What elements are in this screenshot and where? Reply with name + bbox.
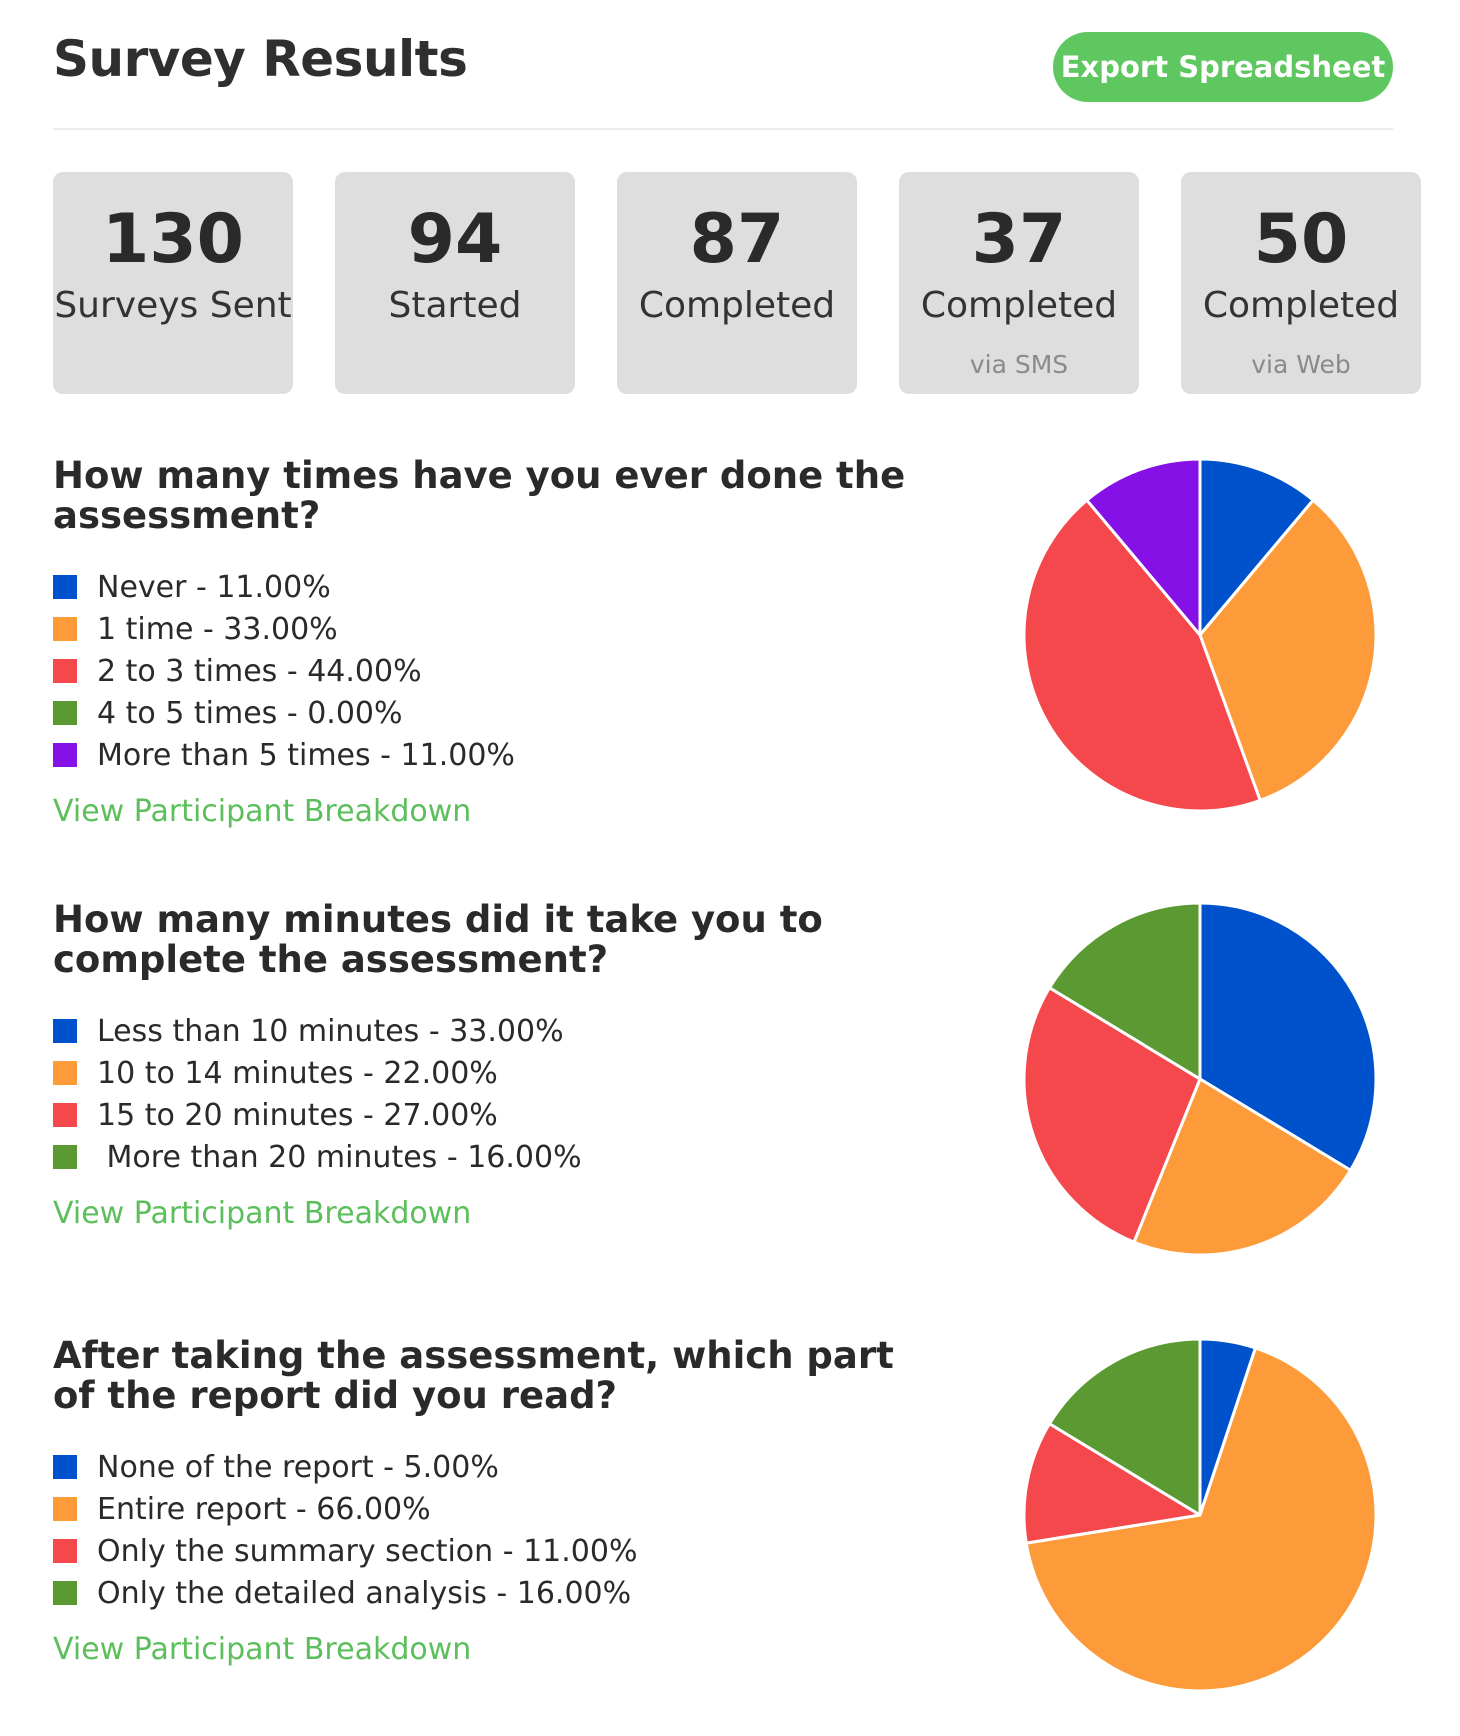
- stat-label: Completed: [638, 285, 836, 326]
- question-block-3: After taking the assessment, which part …: [53, 1336, 1393, 1736]
- pie-slice: [1022, 1422, 1202, 1545]
- legend-swatch: [53, 575, 77, 599]
- question-title: After taking the assessment, which part …: [53, 1334, 894, 1417]
- legend-item: Entire report - 66.00%: [53, 1488, 913, 1530]
- stat-label: Completed: [1202, 285, 1400, 326]
- legend-swatch: [53, 1497, 77, 1521]
- legend-swatch: [53, 1539, 77, 1563]
- pie-chart: [1022, 901, 1378, 1257]
- pie-slice: [1022, 498, 1262, 813]
- header-divider: [53, 128, 1393, 130]
- export-spreadsheet-button[interactable]: Export Spreadsheet: [1053, 32, 1393, 102]
- legend-swatch: [53, 743, 77, 767]
- view-participant-breakdown-link[interactable]: View Participant Breakdown: [53, 1196, 472, 1231]
- stat-card-completed-web: 50 Completed via Web: [1181, 172, 1421, 394]
- question-block-2: How many minutes did it take you to comp…: [53, 900, 1393, 1300]
- legend-swatch: [53, 1455, 77, 1479]
- legend-label: 10 to 14 minutes - 22.00%: [97, 1055, 498, 1091]
- page-header: Survey Results Export Spreadsheet: [53, 30, 1393, 130]
- legend-item: 1 time - 33.00%: [53, 608, 913, 650]
- stat-sub-label: via SMS: [969, 350, 1069, 379]
- pie-slice: [1085, 457, 1202, 637]
- page-title: Survey Results: [53, 30, 468, 88]
- question-block-1: How many times have you ever done the as…: [53, 456, 1393, 856]
- pie-slice: [1132, 1077, 1353, 1257]
- legend-label: 1 time - 33.00%: [97, 611, 338, 647]
- chart-legend: Never - 11.00% 1 time - 33.00% 2 to 3 ti…: [53, 566, 913, 776]
- view-participant-breakdown-link[interactable]: View Participant Breakdown: [53, 1632, 472, 1667]
- pie-slice: [1024, 1346, 1378, 1693]
- legend-label: Only the summary section - 11.00%: [97, 1533, 638, 1569]
- pie-chart: [1022, 1337, 1378, 1693]
- legend-item: More than 5 times - 11.00%: [53, 734, 913, 776]
- legend-label: 2 to 3 times - 44.00%: [97, 653, 422, 689]
- stat-card-started: 94 Started: [335, 172, 575, 394]
- legend-label: 15 to 20 minutes - 27.00%: [97, 1097, 498, 1133]
- chart-legend: Less than 10 minutes - 33.00% 10 to 14 m…: [53, 1010, 913, 1178]
- legend-swatch: [53, 1581, 77, 1605]
- pie-slice: [1198, 457, 1315, 637]
- legend-item: Only the detailed analysis - 16.00%: [53, 1572, 913, 1614]
- stat-value: 37: [971, 200, 1067, 279]
- pie-slice: [1022, 986, 1202, 1244]
- legend-item: 10 to 14 minutes - 22.00%: [53, 1052, 913, 1094]
- pie-slice: [1047, 901, 1202, 1081]
- legend-item: More than 20 minutes - 16.00%: [53, 1136, 913, 1178]
- pie-slice: [1198, 901, 1378, 1172]
- legend-label: 4 to 5 times - 0.00%: [97, 695, 403, 731]
- legend-label: More than 20 minutes - 16.00%: [97, 1139, 582, 1175]
- legend-label: More than 5 times - 11.00%: [97, 737, 515, 773]
- legend-item: Never - 11.00%: [53, 566, 913, 608]
- view-participant-breakdown-link[interactable]: View Participant Breakdown: [53, 794, 472, 829]
- pie-slice: [1198, 498, 1378, 802]
- stat-card-surveys-sent: 130 Surveys Sent: [53, 172, 293, 394]
- pie-slice: [1047, 1337, 1202, 1517]
- legend-label: None of the report - 5.00%: [97, 1449, 499, 1485]
- stats-row: 130 Surveys Sent 94 Started 87 Completed…: [53, 172, 1425, 394]
- legend-item: Only the summary section - 11.00%: [53, 1530, 913, 1572]
- legend-item: 15 to 20 minutes - 27.00%: [53, 1094, 913, 1136]
- legend-label: Entire report - 66.00%: [97, 1491, 431, 1527]
- legend-item: Less than 10 minutes - 33.00%: [53, 1010, 913, 1052]
- stat-card-completed-sms: 37 Completed via SMS: [899, 172, 1139, 394]
- chart-legend: None of the report - 5.00% Entire report…: [53, 1446, 913, 1614]
- stat-label: Completed: [920, 285, 1118, 326]
- legend-swatch: [53, 617, 77, 641]
- legend-item: 2 to 3 times - 44.00%: [53, 650, 913, 692]
- legend-swatch: [53, 701, 77, 725]
- stat-card-completed: 87 Completed: [617, 172, 857, 394]
- stat-sub-label: via Web: [1251, 350, 1351, 379]
- legend-swatch: [53, 1019, 77, 1043]
- legend-swatch: [53, 1061, 77, 1085]
- stat-value: 87: [689, 200, 785, 279]
- legend-swatch: [53, 1103, 77, 1127]
- legend-label: Only the detailed analysis - 16.00%: [97, 1575, 632, 1611]
- legend-item: None of the report - 5.00%: [53, 1446, 913, 1488]
- legend-swatch: [53, 1145, 77, 1169]
- stat-value: 50: [1253, 200, 1349, 279]
- question-title: How many minutes did it take you to comp…: [53, 898, 823, 981]
- stat-value: 94: [407, 200, 503, 279]
- legend-item: 4 to 5 times - 0.00%: [53, 692, 913, 734]
- legend-swatch: [53, 659, 77, 683]
- stat-label: Surveys Sent: [54, 285, 292, 326]
- legend-label: Less than 10 minutes - 33.00%: [97, 1013, 564, 1049]
- legend-label: Never - 11.00%: [97, 569, 331, 605]
- stat-label: Started: [388, 285, 522, 326]
- question-title: How many times have you ever done the as…: [53, 454, 906, 537]
- stat-value: 130: [102, 200, 244, 279]
- pie-chart: [1022, 457, 1378, 813]
